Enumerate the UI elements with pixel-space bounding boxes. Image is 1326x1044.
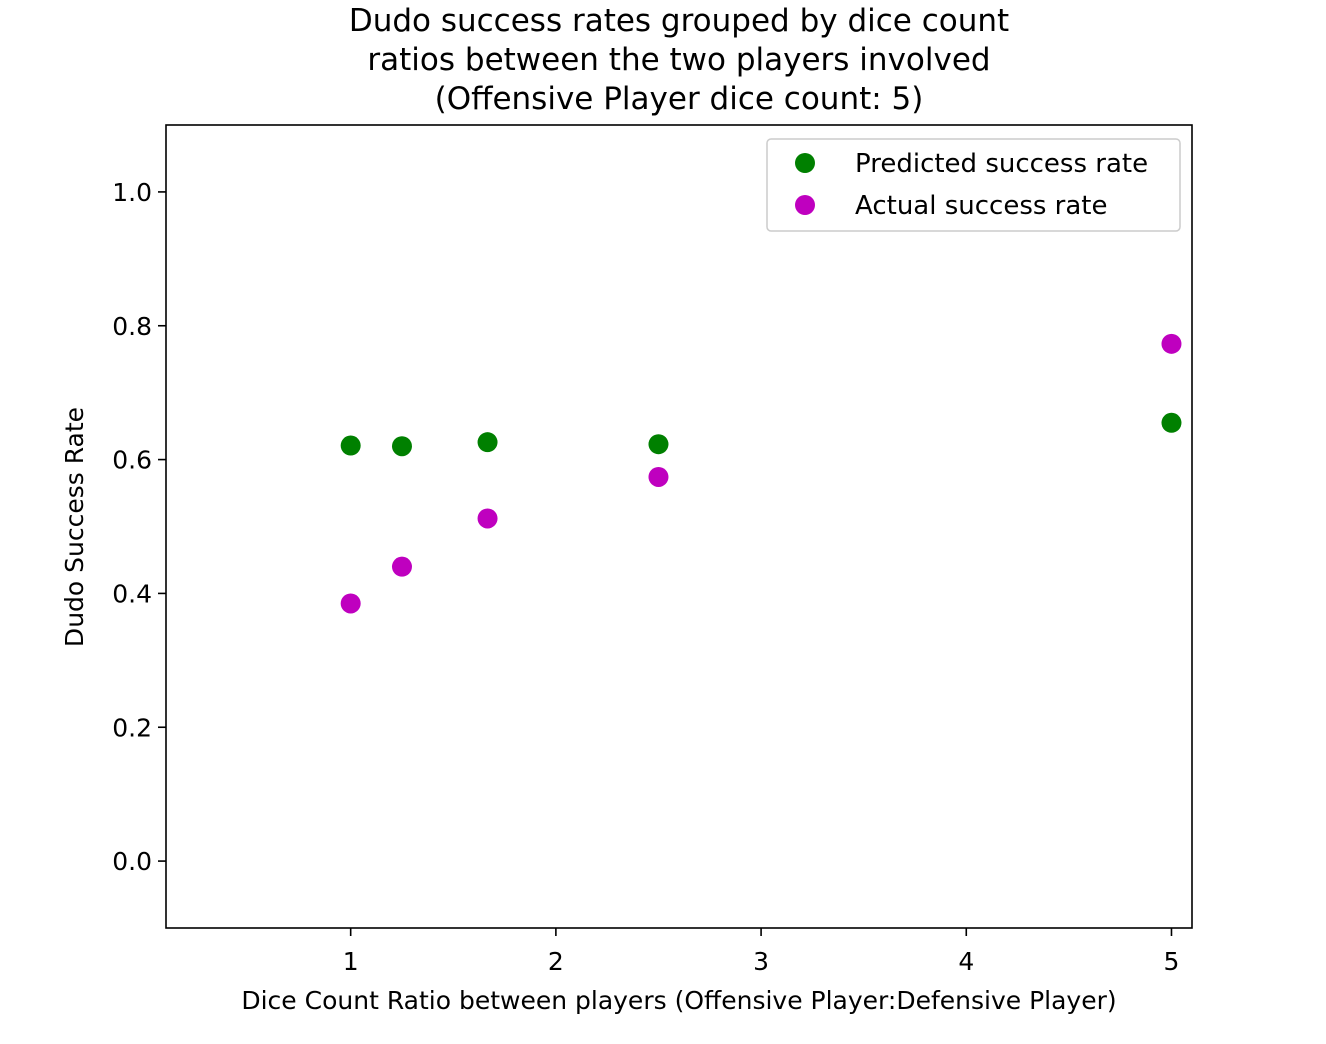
actual-point	[648, 466, 669, 487]
predicted-point	[477, 432, 498, 453]
data-points	[340, 333, 1182, 614]
x-tick-label: 1	[343, 947, 359, 976]
x-tick-label: 2	[548, 947, 564, 976]
predicted-point	[648, 434, 669, 455]
legend-label-actual: Actual success rate	[855, 191, 1108, 221]
plot-area-frame	[165, 124, 1193, 929]
y-tick-label: 0.0	[112, 847, 152, 876]
legend-box	[766, 138, 1181, 232]
x-tick-label: 5	[1164, 947, 1180, 976]
x-axis-label: Dice Count Ratio between players (Offens…	[241, 986, 1116, 1015]
chart-title-line-3: (Offensive Player dice count: 5)	[435, 81, 924, 117]
y-tick-label: 0.4	[112, 579, 152, 608]
y-tick-label: 0.6	[112, 446, 152, 475]
y-tick-label: 1.0	[112, 178, 152, 207]
actual-point	[1161, 333, 1182, 354]
legend-marker-predicted	[795, 153, 815, 173]
x-tick-label: 3	[753, 947, 769, 976]
y-axis-label: Dudo Success Rate	[60, 407, 89, 647]
actual-point	[340, 593, 361, 614]
legend-label-predicted: Predicted success rate	[855, 149, 1148, 179]
chart-title-line-1: Dudo success rates grouped by dice count	[349, 3, 1009, 39]
actual-point	[391, 556, 412, 577]
predicted-point	[1161, 412, 1182, 433]
y-tick-label: 0.8	[112, 312, 152, 341]
predicted-point	[391, 436, 412, 457]
x-axis-ticks: 1 2 3 4 5	[343, 928, 1180, 976]
legend: Predicted success rate Actual success ra…	[766, 138, 1181, 232]
x-tick-label: 4	[958, 947, 974, 976]
chart-title-line-2: ratios between the two players involved	[367, 42, 990, 78]
actual-point	[477, 508, 498, 529]
chart-title: Dudo success rates grouped by dice count…	[349, 3, 1009, 117]
y-axis-ticks: 0.0 0.2 0.4 0.6 0.8 1.0	[112, 178, 166, 876]
legend-marker-actual	[795, 195, 815, 215]
y-tick-label: 0.2	[112, 713, 152, 742]
predicted-point	[340, 435, 361, 456]
